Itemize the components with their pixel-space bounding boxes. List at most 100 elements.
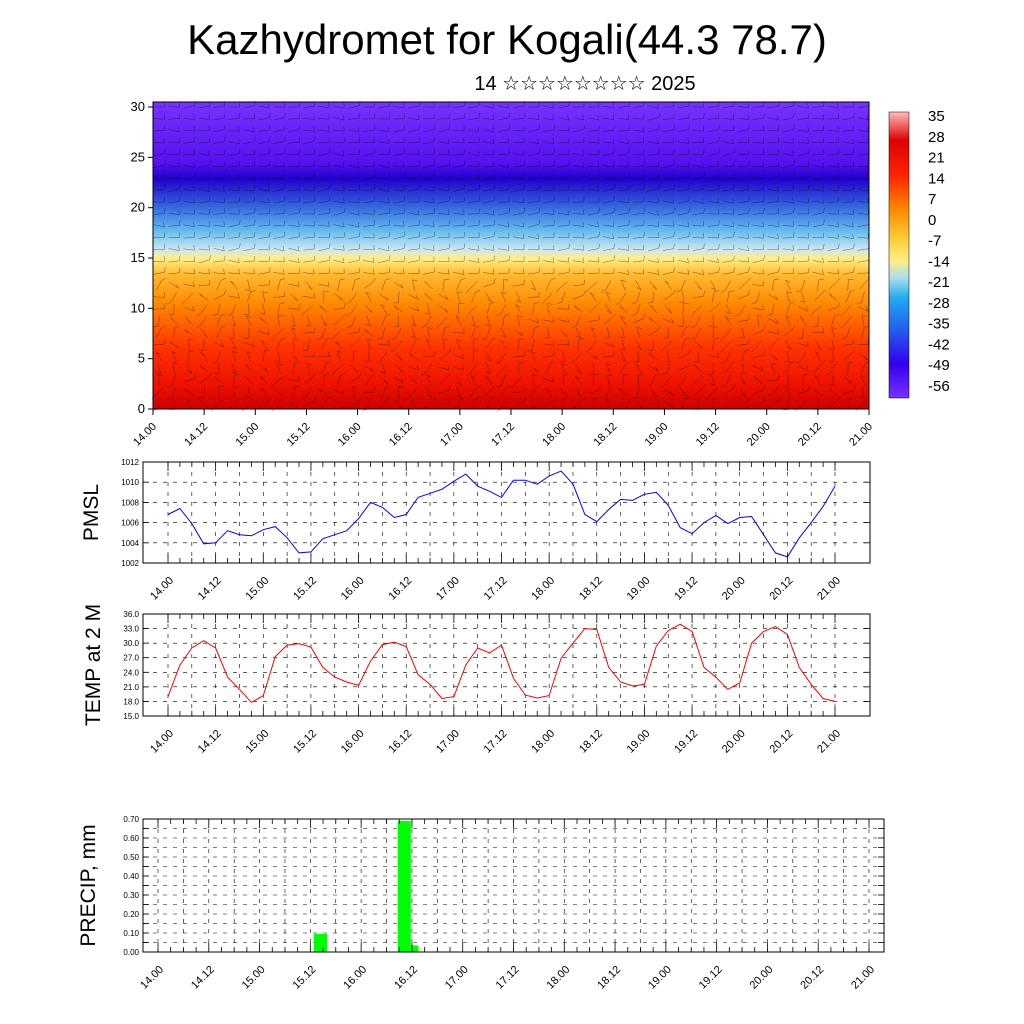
wind-barb (466, 363, 477, 377)
wind-barb (543, 396, 556, 407)
x-tick-label: 15.12 (285, 421, 313, 449)
y-axis-title: TEMP at 2 M (82, 604, 105, 726)
wind-barb (842, 243, 855, 251)
wind-barb (737, 172, 750, 180)
wind-barb (857, 174, 869, 180)
wind-barb (795, 400, 808, 412)
wind-barb (259, 364, 269, 373)
wind-barb (619, 339, 625, 351)
wind-barb (468, 126, 480, 133)
wind-barb (632, 160, 645, 168)
wind-barb (572, 257, 585, 263)
wind-barb (767, 208, 779, 215)
wind-barb (153, 125, 165, 132)
wind-barb (752, 221, 764, 228)
wind-barb (363, 365, 374, 372)
wind-barb (348, 162, 360, 168)
wind-barb (512, 197, 525, 203)
wind-barb (632, 220, 645, 227)
colorbar-label: -49 (928, 357, 950, 374)
wind-barb (483, 220, 495, 227)
wind-barb (510, 376, 523, 388)
y-tick-label: 1002 (121, 559, 139, 568)
x-tick-label: 16.12 (386, 728, 414, 756)
wind-barb (752, 138, 764, 144)
wind-barb (473, 350, 479, 363)
wind-barb (769, 384, 781, 397)
wind-barb (483, 269, 495, 275)
wind-barb (752, 125, 764, 132)
wind-barb (572, 185, 585, 191)
pmsl-grid (143, 462, 870, 563)
wind-barb (662, 197, 674, 204)
wind-barb (258, 267, 271, 275)
wind-barb (483, 184, 496, 192)
wind-barb (427, 327, 433, 339)
wind-barb (557, 257, 570, 263)
wind-barb (617, 148, 630, 156)
wind-barb (857, 197, 869, 204)
wind-barb (156, 277, 167, 291)
wind-barb (662, 113, 675, 120)
wind-barb (785, 386, 791, 398)
wind-barb (424, 303, 431, 315)
wind-barb (168, 232, 180, 239)
wind-barb (228, 174, 240, 180)
wind-barb (632, 244, 645, 251)
wind-barb (168, 137, 180, 144)
wind-barb (722, 231, 735, 239)
wind-barb (572, 221, 585, 228)
wind-barb (827, 113, 839, 120)
wind-barb (737, 233, 749, 239)
wind-barb (276, 337, 286, 350)
wind-barb (530, 384, 541, 398)
wind-barb (318, 148, 331, 157)
wind-barb (243, 231, 256, 239)
wind-barb (288, 281, 300, 287)
x-tick-label: 18.12 (591, 421, 619, 449)
wind-barb (572, 101, 585, 108)
wind-barb (228, 219, 241, 228)
wind-barb (273, 112, 286, 121)
wind-barb (829, 374, 835, 386)
wind-barb (767, 303, 775, 316)
wind-barb (827, 302, 841, 312)
wind-barb (183, 125, 195, 132)
wind-barb (363, 161, 375, 167)
wind-barb (168, 113, 180, 120)
wind-barb (246, 315, 252, 327)
wind-barb (333, 257, 345, 264)
wind-barb (692, 102, 704, 108)
wind-barb (543, 103, 555, 109)
wind-barb (512, 113, 525, 120)
wind-barb (513, 222, 525, 228)
wind-barb (483, 255, 496, 263)
wind-barb (603, 313, 616, 325)
wind-barb (213, 255, 226, 263)
wind-barb (542, 160, 555, 168)
wind-barb (468, 113, 480, 120)
wind-barb (302, 339, 310, 352)
wind-barb (588, 385, 601, 395)
page-title: Kazhydromet for Kogali(44.3 78.7) (187, 16, 827, 63)
wind-barb (617, 101, 630, 108)
wind-barb (797, 341, 809, 347)
wind-barb (168, 172, 181, 179)
wind-barb (288, 375, 300, 381)
wind-barb (438, 150, 450, 156)
wind-barb (453, 113, 465, 120)
wind-barb (828, 293, 838, 301)
wind-barb (258, 174, 270, 180)
wind-barb (153, 114, 165, 120)
wind-barb (827, 233, 839, 239)
wind-barb (303, 114, 315, 120)
wind-barb (231, 350, 238, 362)
x-tick-label: 18.12 (595, 964, 623, 992)
wind-barb (617, 257, 630, 263)
wind-barb (752, 244, 764, 250)
wind-barb (303, 397, 317, 407)
colorbar-ramp (888, 111, 910, 399)
wind-barb (408, 184, 421, 192)
wind-barb (517, 315, 523, 327)
wind-barb (393, 172, 406, 180)
